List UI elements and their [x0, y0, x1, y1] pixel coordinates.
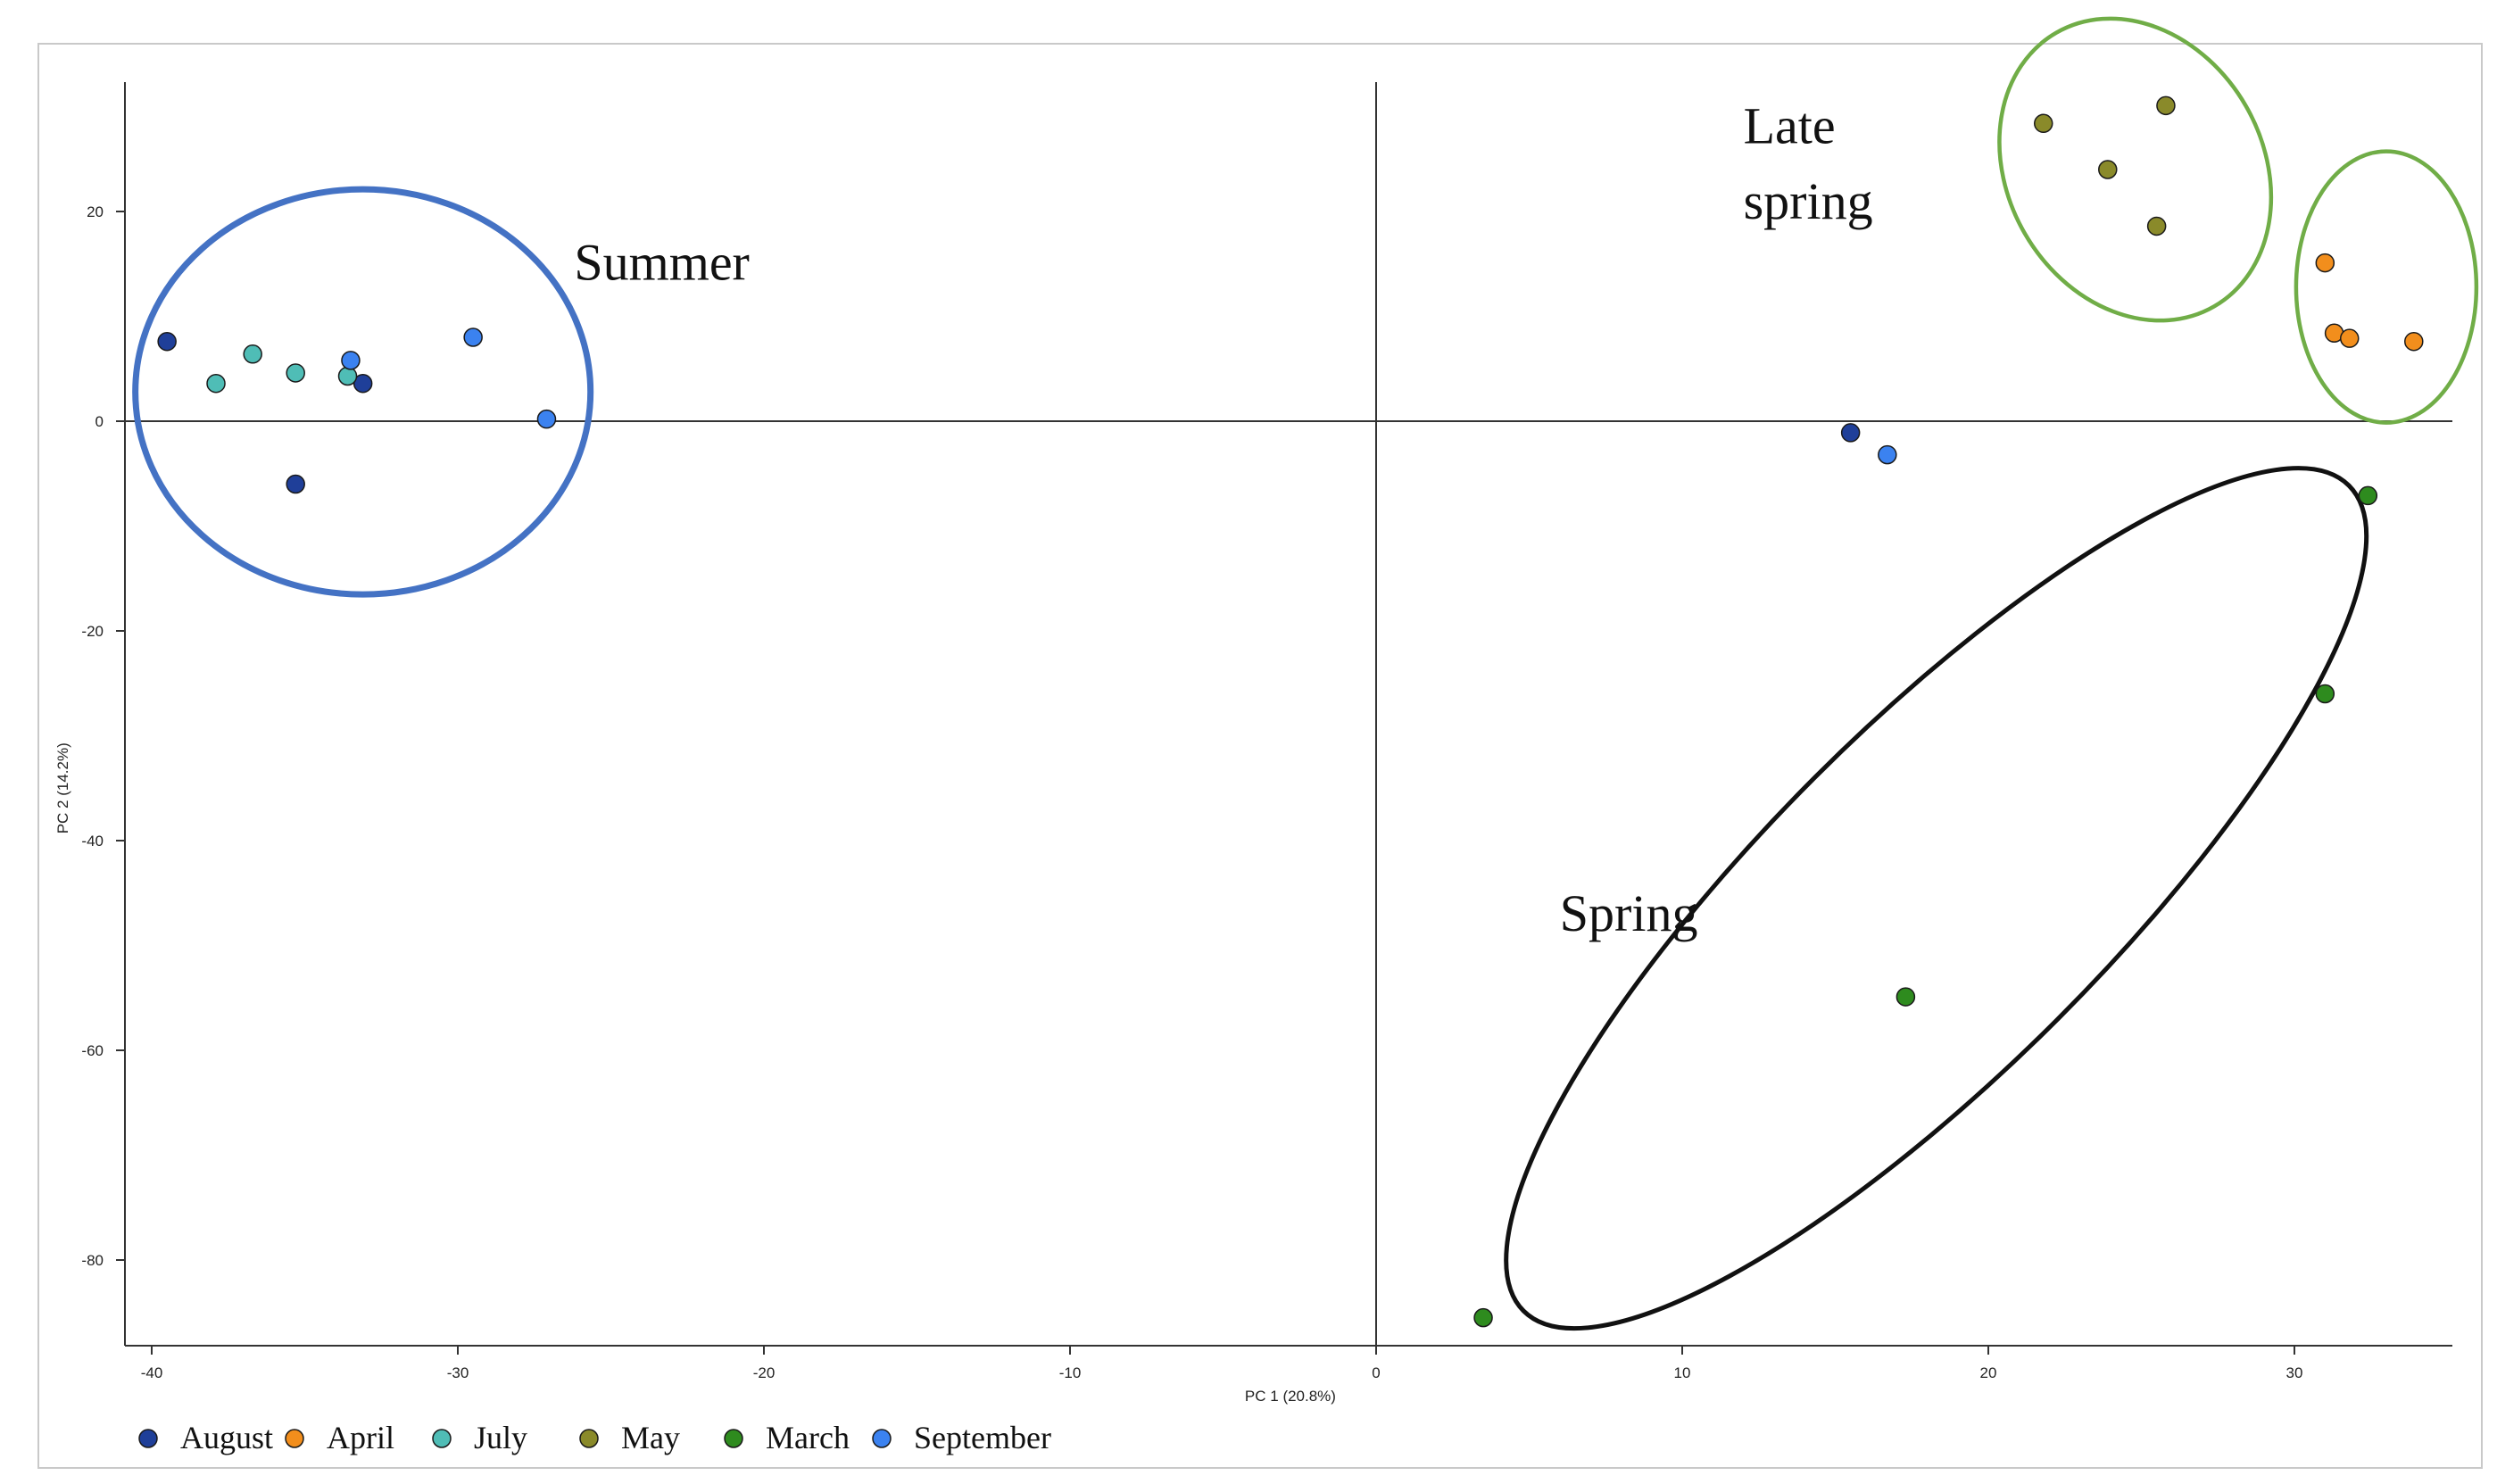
scatter-point [157, 331, 177, 352]
scatter-point [341, 351, 361, 370]
scatter-point [2339, 328, 2360, 348]
y-tick-label: -80 [81, 1252, 104, 1269]
x-tick-label: 20 [1980, 1364, 1997, 1381]
legend: August April July May March September [138, 1420, 1051, 1455]
x-tick-label: -30 [447, 1364, 469, 1381]
y-tick-label: 0 [95, 413, 104, 430]
scatter-point [2358, 485, 2378, 506]
scatter-point [2156, 95, 2176, 116]
scatter-point [243, 344, 262, 364]
scatter-point [463, 327, 483, 347]
annotations: Summer Late spring Spring [574, 97, 1872, 942]
legend-marker [579, 1429, 599, 1448]
y-tick-label: 20 [87, 203, 104, 220]
scatter-point [353, 373, 373, 394]
cluster-ellipse [132, 186, 594, 598]
x-axis-title: PC 1 (20.8%) [1245, 1388, 1336, 1405]
chart-frame [37, 43, 2483, 1469]
cluster-ellipses [132, 16, 2479, 1331]
y-tick-label: -60 [81, 1042, 104, 1059]
axes-layer: -40 -30 -20 -10 0 10 20 30 20 0 -20 -40 -60 -80 [81, 82, 2452, 1381]
scatter-point [1878, 444, 1897, 465]
y-tick-label: -20 [81, 623, 104, 640]
x-tick-label: -40 [141, 1364, 163, 1381]
cluster-ellipse [2294, 149, 2479, 425]
scatter-point [206, 373, 226, 394]
cluster-annotation: Spring [1560, 884, 1698, 942]
legend-marker [138, 1429, 158, 1448]
x-tick-label: 0 [1372, 1364, 1380, 1381]
legend-label: July [474, 1420, 527, 1455]
legend-marker [872, 1429, 892, 1448]
x-tick-label: 10 [1674, 1364, 1691, 1381]
cluster-annotation: Summer [574, 233, 750, 291]
scatter-point [536, 409, 557, 429]
y-axis-title: PC 2 (14.2%) [54, 742, 71, 833]
cluster-annotation: Late [1744, 97, 1836, 155]
legend-label: August [180, 1420, 273, 1455]
x-tick-label: 30 [2286, 1364, 2303, 1381]
cluster-ellipse [1997, 16, 2274, 323]
legend-label: April [327, 1420, 394, 1455]
legend-marker [724, 1429, 743, 1448]
scatter-point [286, 363, 305, 383]
scatter-point [1473, 1307, 1493, 1328]
x-tick-label: -20 [753, 1364, 776, 1381]
x-tick-label: -10 [1059, 1364, 1082, 1381]
legend-label: March [766, 1420, 850, 1455]
legend-marker [432, 1429, 452, 1448]
scatter-point [2315, 253, 2335, 273]
scatter-point [2098, 160, 2118, 179]
legend-label: May [621, 1420, 680, 1455]
scatter-point [1896, 987, 1916, 1007]
scatter-point [337, 366, 358, 386]
scatter-point [286, 474, 305, 494]
scatter-point [2404, 331, 2424, 352]
y-tick-label: -40 [81, 833, 104, 850]
data-points [157, 95, 2424, 1328]
cluster-ellipse [1504, 466, 2369, 1331]
scatter-point [2146, 216, 2167, 236]
scatter-point [1840, 423, 1861, 443]
scatter-point [2315, 684, 2335, 704]
legend-marker [285, 1429, 304, 1448]
scatter-point [2033, 113, 2053, 134]
legend-label: September [914, 1420, 1051, 1455]
cluster-annotation: spring [1744, 172, 1873, 230]
